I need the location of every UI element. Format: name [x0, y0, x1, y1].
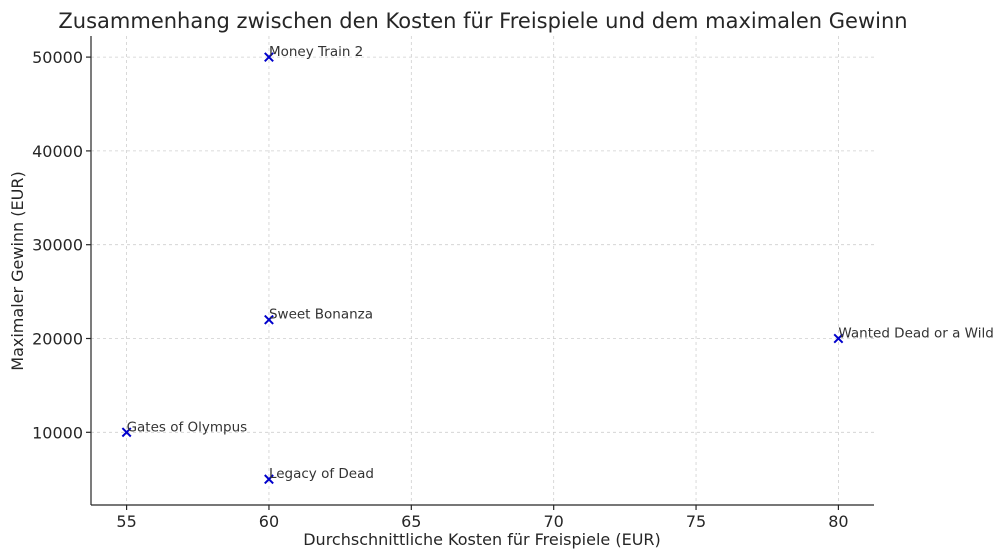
x-tick-label: 55	[116, 512, 136, 531]
data-point: Sweet Bonanza	[264, 307, 373, 325]
x-marker	[121, 427, 132, 438]
point-label: Money Train 2	[269, 44, 363, 60]
data-point: Legacy of Dead	[264, 466, 374, 485]
data-points: Money Train 2 Sweet Bonanza Wanted Dead or…	[121, 44, 994, 485]
x-tick-label: 75	[686, 512, 706, 531]
ticks: 55 60 65 70 75 80 10000 20000 30000 40000 50000	[32, 48, 848, 531]
x-marker	[264, 314, 274, 325]
y-tick-label: 20000	[32, 330, 83, 349]
y-tick-label: 10000	[32, 423, 83, 442]
x-marker	[264, 52, 274, 63]
data-point: Money Train 2	[264, 44, 363, 63]
x-tick-label: 65	[401, 512, 421, 531]
chart-title: Zusammenhang zwischen den Kosten für Fre…	[58, 9, 907, 33]
point-label: Gates of Olympus	[127, 419, 248, 435]
point-label: Legacy of Dead	[269, 466, 374, 482]
point-label: Sweet Bonanza	[269, 307, 373, 323]
x-marker	[833, 333, 844, 344]
x-tick-label: 70	[544, 512, 564, 531]
x-tick-label: 80	[828, 512, 848, 531]
y-tick-label: 50000	[32, 48, 83, 67]
grid	[91, 36, 874, 505]
y-tick-label: 40000	[32, 142, 83, 161]
x-marker	[264, 474, 274, 485]
x-axis-label: Durchschnittliche Kosten für Freispiele …	[303, 530, 661, 549]
point-label: Wanted Dead or a Wild	[838, 326, 993, 342]
data-point: Wanted Dead or a Wild	[833, 326, 994, 344]
y-tick-label: 30000	[32, 236, 83, 255]
axes	[90, 36, 874, 506]
x-tick-label: 60	[259, 512, 279, 531]
y-axis-label: Maximaler Gewinn (EUR)	[8, 171, 27, 370]
data-point: Gates of Olympus	[121, 419, 248, 438]
